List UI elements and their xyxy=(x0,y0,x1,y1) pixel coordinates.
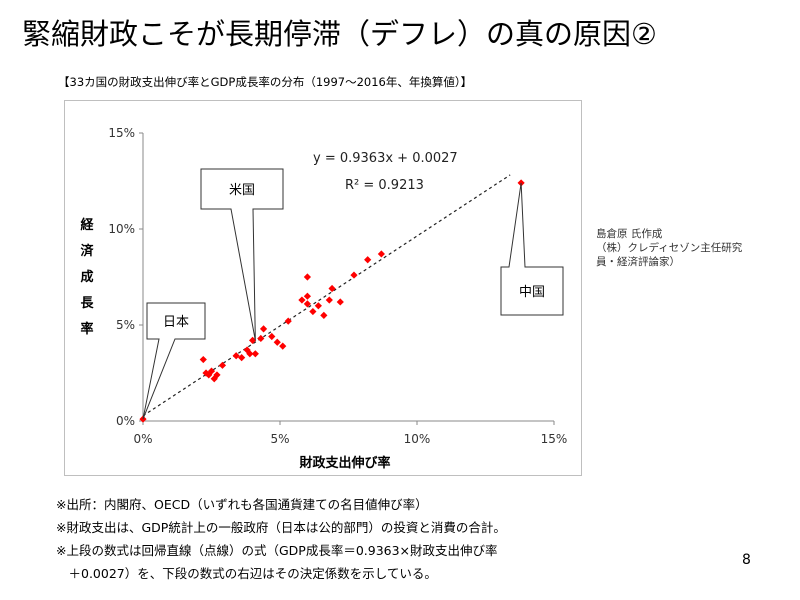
footnote-line: ※上段の数式は回帰直線（点線）の式（GDP成長率＝0.9363×財政支出伸び率 xyxy=(56,543,498,558)
data-point xyxy=(218,361,227,369)
r-squared-label: R² = 0.9213 xyxy=(345,178,424,193)
callout-below: 中国 xyxy=(500,182,564,316)
x-axis-title: 財政支出伸び率 xyxy=(298,455,390,471)
chart-subtitle: 【33カ国の財政支出伸び率とGDP成長率の分布（1997〜2016年、年換算値）… xyxy=(58,75,473,89)
x-tick-label: 15% xyxy=(541,432,568,446)
data-point xyxy=(298,296,306,304)
data-point xyxy=(210,375,218,383)
y-axis-title: 経済成長率 xyxy=(80,217,94,337)
author-note-line: 島倉原 氏作成 xyxy=(596,228,663,240)
author-note-line: （株）クレディセゾン主任研究 xyxy=(596,242,743,254)
data-point xyxy=(251,350,259,358)
y-tick-label: 10% xyxy=(108,222,135,236)
footnote-line: ※出所：内閣府、OECD（いずれも各国通貨建ての名目値伸び率） xyxy=(56,497,428,512)
callout-box xyxy=(500,182,564,316)
author-note: 島倉原 氏作成 （株）クレディセゾン主任研究 員・経済評論家） xyxy=(596,227,786,269)
author-note-line: 員・経済評論家） xyxy=(596,256,680,268)
data-point xyxy=(320,311,328,319)
y-tick-label: 5% xyxy=(116,318,135,332)
y-axis-title-char: 率 xyxy=(80,321,93,337)
data-point xyxy=(213,371,221,379)
data-point xyxy=(377,250,385,258)
data-point xyxy=(246,350,254,358)
data-point xyxy=(303,292,311,300)
callout-label: 日本 xyxy=(163,315,189,330)
data-point xyxy=(238,354,246,362)
callout-box xyxy=(200,168,284,341)
slide-title: 緊縮財政こそが長期停滞（デフレ）の真の原因② xyxy=(22,17,657,51)
footnote-line: ＋0.0027）を、下段の数式の右辺はその決定係数を示している。 xyxy=(56,566,437,581)
page-number: 8 xyxy=(742,552,751,568)
data-point xyxy=(205,371,213,379)
x-tick-label: 10% xyxy=(404,432,431,446)
data-point xyxy=(314,302,322,310)
footnotes: ※出所：内閣府、OECD（いずれも各国通貨建ての名目値伸び率） ※財政支出は、G… xyxy=(56,493,506,585)
data-point xyxy=(325,296,333,304)
data-point xyxy=(268,332,276,341)
callout-box xyxy=(142,302,206,420)
callout-above: 米国 xyxy=(200,168,284,341)
data-point xyxy=(328,284,336,293)
data-point xyxy=(336,298,344,306)
chart-frame: 0% 5% 10% 15% 0% 5% 10% 15% 経済成長率 日本 米国中国 y = 0.9… xyxy=(64,100,582,476)
data-point xyxy=(207,367,216,375)
trendline xyxy=(142,174,511,417)
data-point xyxy=(273,338,281,346)
data-point xyxy=(364,256,372,264)
data-point xyxy=(303,273,311,281)
footnote-line: ※財政支出は、GDP統計上の一般政府（日本は公的部門）の投資と消費の合計。 xyxy=(56,520,506,535)
x-tick-label: 0% xyxy=(133,432,152,446)
data-point xyxy=(259,325,268,333)
x-tick-label: 5% xyxy=(270,432,289,446)
data-point xyxy=(199,355,207,364)
regression-equation: y = 0.9363x + 0.0027 xyxy=(313,151,458,166)
data-point xyxy=(257,334,265,343)
callout-label: 米国 xyxy=(229,183,255,198)
y-tick-label: 15% xyxy=(108,126,135,140)
data-point xyxy=(309,307,317,316)
data-point xyxy=(350,271,358,279)
data-point xyxy=(279,342,287,350)
y-axis-title-char: 成 xyxy=(80,269,93,285)
y-axis-title-char: 済 xyxy=(80,243,94,259)
y-axis-title-char: 経 xyxy=(80,217,94,233)
y-axis-title-char: 長 xyxy=(80,296,94,311)
callout-label: 中国 xyxy=(519,285,545,300)
callout-above-right: 日本 xyxy=(142,302,206,420)
y-tick-label: 0% xyxy=(116,414,135,428)
